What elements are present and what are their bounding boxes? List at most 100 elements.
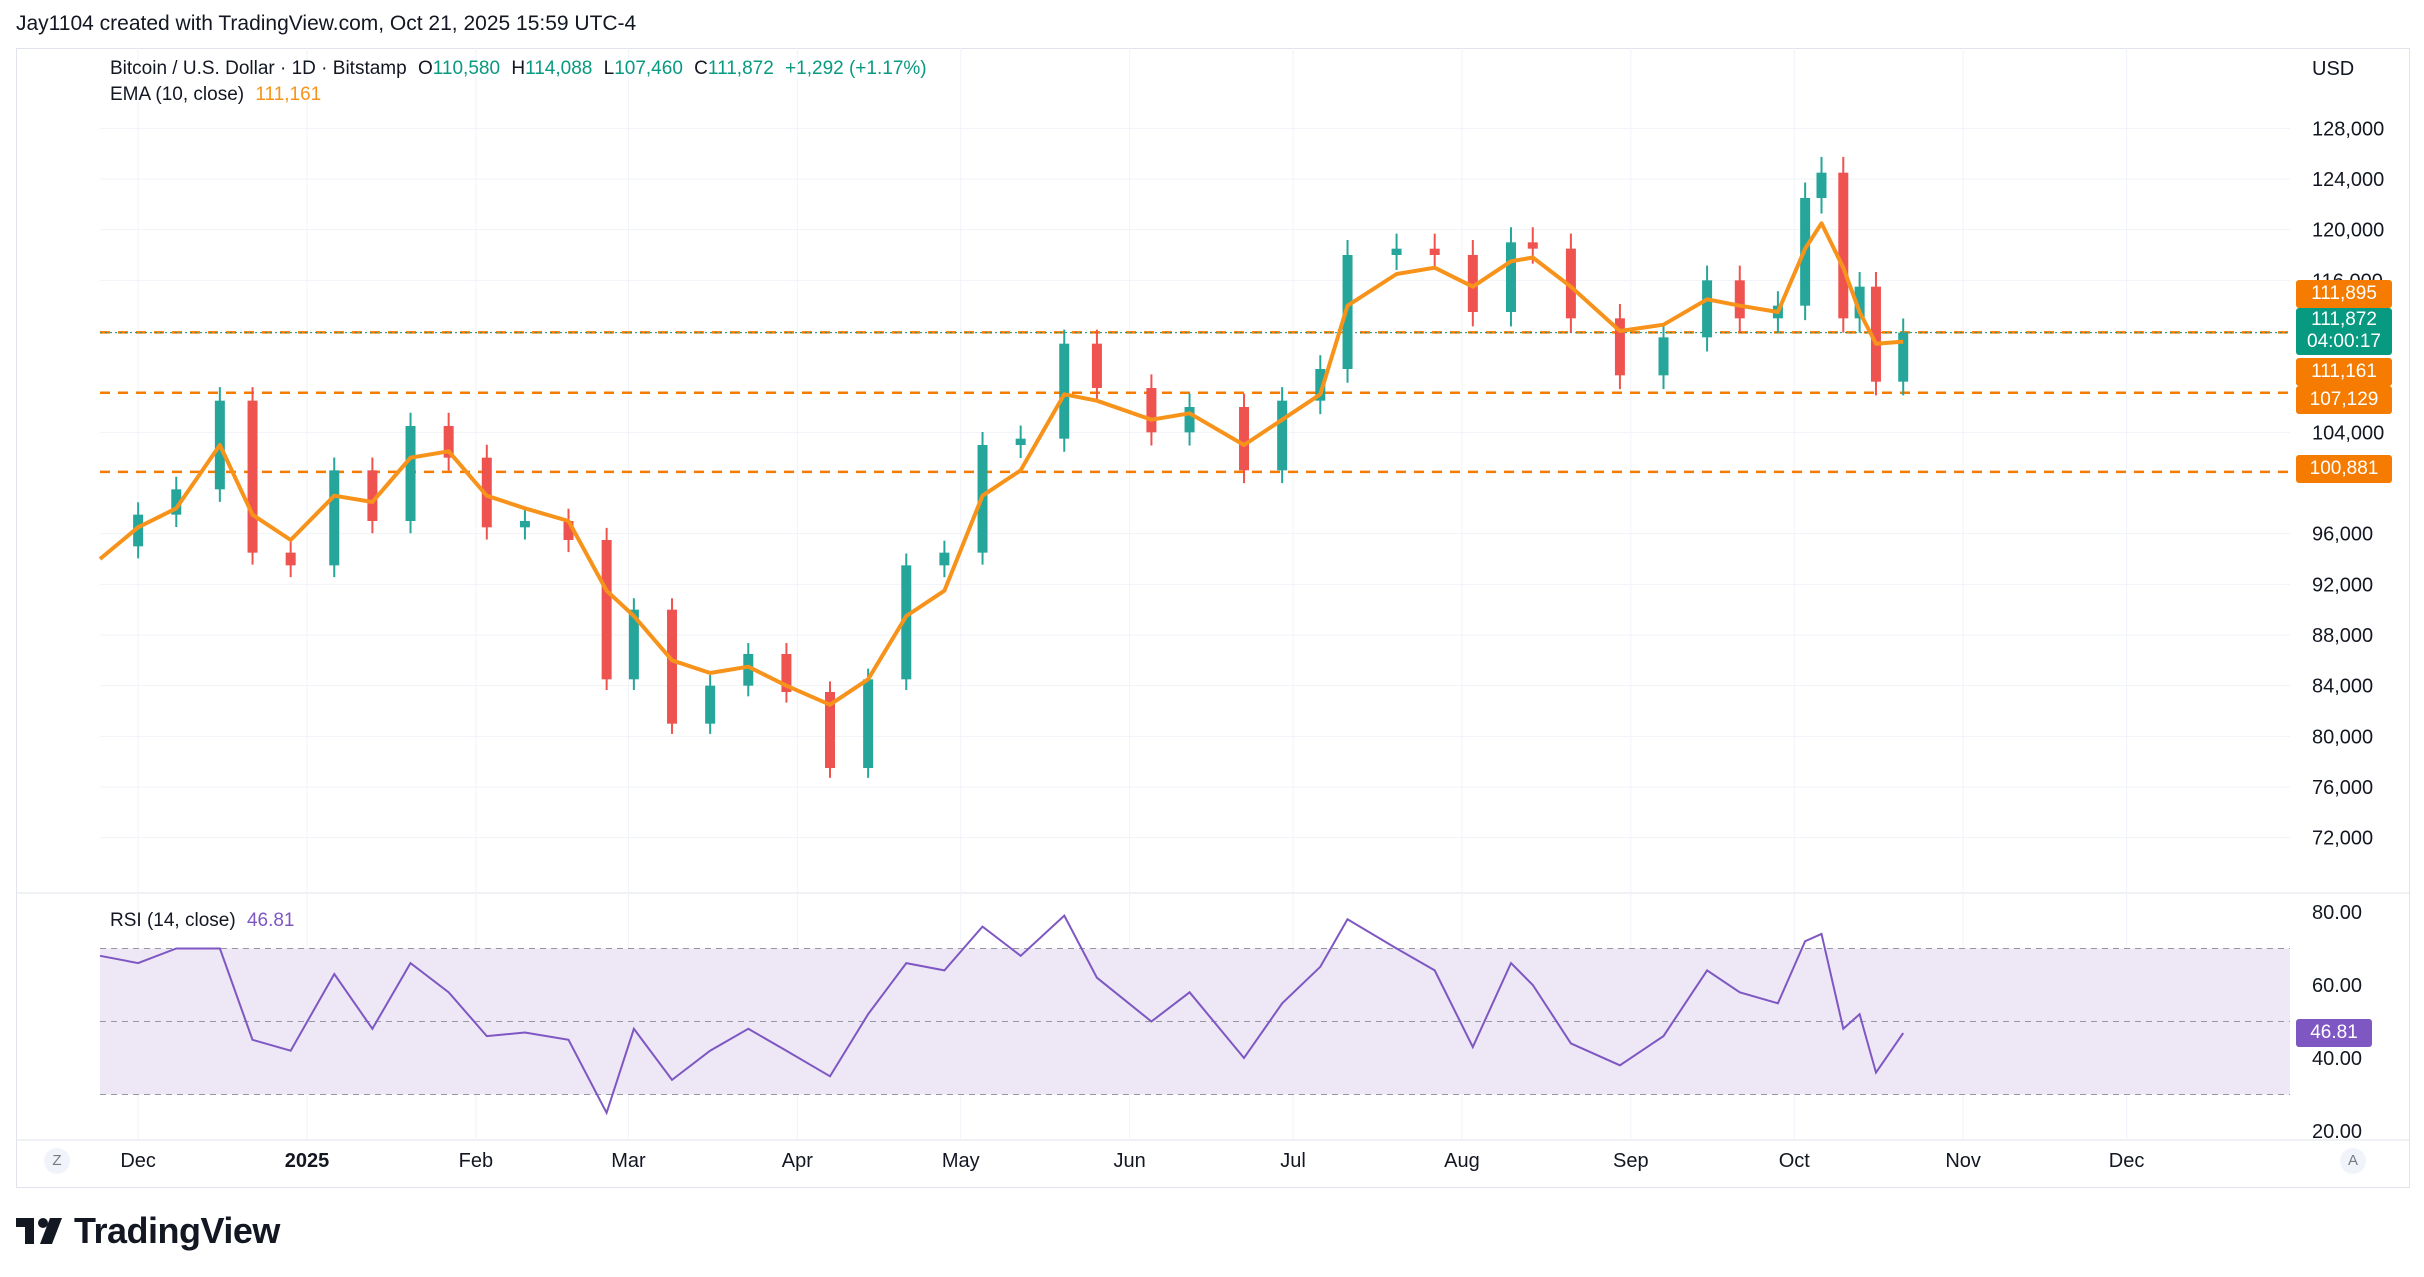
zoom-button[interactable]: Z bbox=[44, 1148, 70, 1174]
candle-body bbox=[519, 521, 530, 528]
time-tick-label: May bbox=[942, 1150, 980, 1172]
currency-label[interactable]: USD bbox=[2312, 58, 2355, 80]
candle-body bbox=[601, 540, 612, 680]
candle-body bbox=[781, 654, 792, 692]
candle-body bbox=[1015, 438, 1026, 445]
price-tag: 107,129 bbox=[2296, 386, 2392, 414]
time-axis: Dec 2025 Feb Mar Apr May Jun Jul Aug Sep Oct Nov Dec bbox=[120, 1150, 2144, 1172]
candle-body bbox=[1898, 332, 1909, 382]
price-tag: 111,161 bbox=[2296, 358, 2392, 386]
auto-scale-button[interactable]: A bbox=[2340, 1148, 2366, 1174]
ema-path bbox=[98, 221, 1904, 707]
ema-legend[interactable]: EMA (10, close) 111,161 bbox=[110, 84, 327, 106]
rsi-label: RSI (14, close) bbox=[110, 910, 236, 931]
price-tick-label: 84,000 bbox=[2312, 676, 2373, 698]
candle-body bbox=[939, 552, 950, 566]
high-label: H bbox=[511, 58, 526, 79]
candle-body bbox=[1565, 248, 1576, 319]
candle-body bbox=[1614, 318, 1625, 376]
horizontal-levels bbox=[100, 331, 2290, 474]
price-tick-label: 124,000 bbox=[2312, 169, 2384, 191]
candle-body bbox=[1467, 255, 1478, 312]
candle-body bbox=[1184, 407, 1195, 433]
candle-body bbox=[1870, 286, 1881, 382]
open-label: O bbox=[417, 58, 433, 79]
rsi-value: 46.81 bbox=[246, 910, 295, 931]
ema-label: EMA (10, close) bbox=[110, 84, 245, 105]
candle-body bbox=[1146, 388, 1157, 433]
candle-body bbox=[481, 457, 492, 528]
chart-frame bbox=[16, 48, 2410, 1188]
tradingview-logo-icon bbox=[16, 1218, 62, 1244]
rsi-legend[interactable]: RSI (14, close) 46.81 bbox=[110, 910, 300, 932]
time-tick-label: Jul bbox=[1280, 1150, 1306, 1172]
candle-body bbox=[825, 692, 835, 768]
candle-body bbox=[133, 514, 144, 547]
candle-body bbox=[1315, 369, 1326, 401]
change-value: +1,292 (+1.17%) bbox=[785, 58, 927, 79]
time-tick-label: Oct bbox=[1779, 1150, 1811, 1172]
rsi-tick-label: 60.00 bbox=[2312, 975, 2362, 997]
candle-body bbox=[1816, 172, 1827, 198]
time-tick-label: Sep bbox=[1613, 1150, 1649, 1172]
price-tag: 111,872 04:00:17 bbox=[2296, 308, 2392, 355]
candle-body bbox=[1059, 343, 1070, 439]
price-tag-countdown: 04:00:17 bbox=[2307, 331, 2381, 352]
time-tick-label: 2025 bbox=[285, 1150, 330, 1172]
candle-body bbox=[1527, 242, 1538, 249]
candle-body bbox=[1277, 400, 1288, 471]
close-value: 111,872 bbox=[707, 58, 774, 79]
rsi-tick-label: 20.00 bbox=[2312, 1121, 2362, 1143]
candle-body bbox=[743, 654, 754, 686]
candle-body bbox=[443, 426, 454, 458]
candle-body bbox=[285, 552, 296, 566]
price-tick-label: 104,000 bbox=[2312, 422, 2384, 444]
candle-body bbox=[1429, 248, 1440, 255]
candle-body bbox=[171, 489, 182, 515]
price-tick-label: 80,000 bbox=[2312, 726, 2373, 748]
candle-body bbox=[901, 565, 912, 680]
time-tick-label: Dec bbox=[120, 1150, 156, 1172]
candle-body bbox=[1838, 172, 1849, 319]
candle-body bbox=[1734, 280, 1745, 319]
brand[interactable]: TradingView bbox=[16, 1210, 280, 1252]
ema-value: 111,161 bbox=[255, 84, 322, 105]
price-axis: 128,000124,000120,000116,000104,00096,00… bbox=[2312, 118, 2384, 1143]
price-candles bbox=[133, 156, 1909, 778]
time-tick-label: Mar bbox=[611, 1150, 646, 1172]
candle-body bbox=[667, 609, 678, 724]
rsi-current-tag: 46.81 bbox=[2296, 1019, 2372, 1048]
rsi-path bbox=[99, 913, 1905, 1116]
candle-body bbox=[705, 685, 716, 724]
candle-body bbox=[563, 521, 574, 540]
price-tick-label: 128,000 bbox=[2312, 118, 2384, 140]
candle-body bbox=[1854, 286, 1865, 319]
rsi-tick-label: 40.00 bbox=[2312, 1048, 2362, 1070]
low-label: L bbox=[603, 58, 615, 79]
candle-body bbox=[329, 470, 340, 566]
brand-name: TradingView bbox=[74, 1210, 280, 1251]
price-tick-label: 96,000 bbox=[2312, 524, 2373, 546]
time-tick-label: Feb bbox=[459, 1150, 493, 1172]
candle-body bbox=[367, 470, 378, 521]
candle-body bbox=[1239, 407, 1250, 471]
price-tick-label: 76,000 bbox=[2312, 777, 2373, 799]
time-tick-label: Jun bbox=[1114, 1150, 1146, 1172]
price-tick-label: 88,000 bbox=[2312, 625, 2373, 647]
price-tick-label: 72,000 bbox=[2312, 828, 2373, 850]
candle-body bbox=[1702, 280, 1713, 338]
time-tick-label: Apr bbox=[782, 1150, 813, 1172]
price-tag: 100,881 bbox=[2296, 455, 2392, 483]
candle-body bbox=[1391, 248, 1402, 255]
candle-body bbox=[1658, 337, 1669, 376]
symbol-legend[interactable]: Bitcoin / U.S. Dollar · 1D · Bitstamp O1… bbox=[110, 58, 933, 80]
open-value: 110,580 bbox=[432, 58, 501, 79]
rsi-panel bbox=[99, 913, 2290, 1116]
price-tick-label: 120,000 bbox=[2312, 220, 2384, 242]
candle-body bbox=[247, 400, 258, 553]
candle-body bbox=[405, 426, 416, 521]
ema-line bbox=[98, 221, 1904, 707]
time-tick-label: Dec bbox=[2109, 1150, 2145, 1172]
